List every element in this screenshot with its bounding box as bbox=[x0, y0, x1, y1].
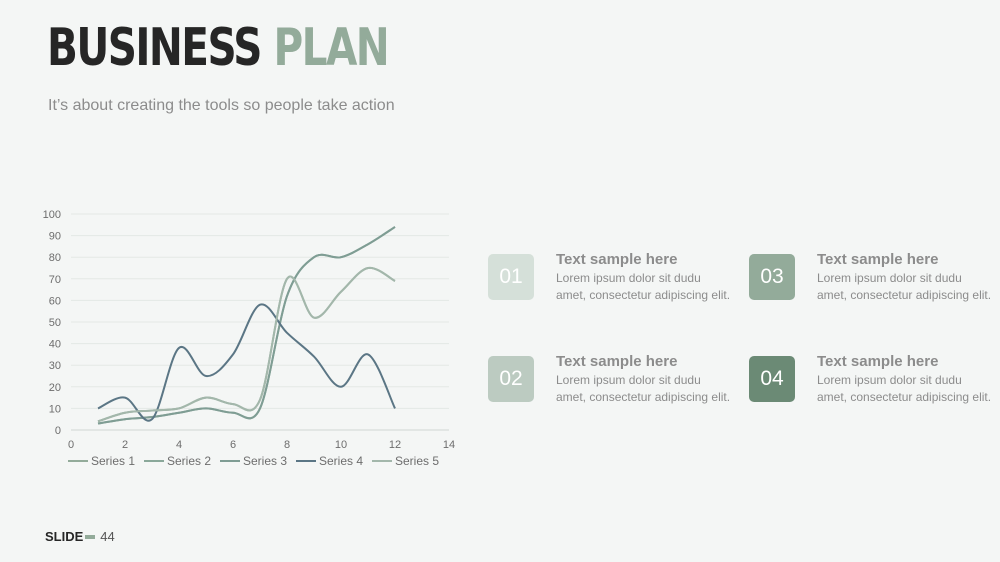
y-tick-label-0: 0 bbox=[55, 425, 61, 437]
y-tick-label-10: 10 bbox=[49, 403, 61, 415]
item-body-02: Lorem ipsum dolor sit dudu amet, consect… bbox=[556, 373, 731, 404]
badge-03: 03 bbox=[749, 254, 795, 300]
page-subtitle: It’s about creating the tools so people … bbox=[48, 97, 395, 114]
x-tick-label-4: 4 bbox=[176, 439, 182, 451]
item-title-01: Text sample here bbox=[556, 251, 678, 268]
item-body-01: Lorem ipsum dolor sit dudu amet, consect… bbox=[556, 271, 731, 302]
footer-dash bbox=[85, 534, 96, 539]
x-tick-label-0: 0 bbox=[68, 439, 74, 451]
x-tick-label-14: 14 bbox=[443, 439, 455, 451]
y-tick-label-70: 70 bbox=[49, 274, 61, 286]
y-tick-label-80: 80 bbox=[49, 252, 61, 264]
badge-04: 04 bbox=[749, 356, 795, 402]
title-word-plan: PLAN bbox=[273, 18, 389, 78]
chart-series-lines bbox=[97, 226, 396, 425]
x-tick-label-10: 10 bbox=[335, 439, 347, 451]
x-tick-label-8: 8 bbox=[284, 439, 290, 451]
chart-grid bbox=[71, 213, 449, 431]
item-body-03: Lorem ipsum dolor sit dudu amet, consect… bbox=[817, 271, 992, 302]
legend-label-3: Series 3 bbox=[243, 454, 287, 468]
legend-label-5: Series 5 bbox=[395, 454, 439, 468]
page-title: BUSINESS PLAN bbox=[47, 22, 390, 74]
title-word-business: BUSINESS bbox=[47, 18, 262, 78]
y-tick-label-100: 100 bbox=[43, 209, 61, 221]
legend-label-2: Series 2 bbox=[167, 454, 211, 468]
item-title-04: Text sample here bbox=[817, 353, 939, 370]
slide-footer: SLIDE 44 bbox=[45, 529, 115, 544]
legend-label-4: Series 4 bbox=[319, 454, 363, 468]
series-line-5 bbox=[97, 266, 396, 423]
y-tick-label-90: 90 bbox=[49, 231, 61, 243]
x-tick-label-2: 2 bbox=[122, 439, 128, 451]
series-line-4 bbox=[97, 303, 396, 422]
y-axis-ticks: 0 10 20 30 40 50 60 70 80 90 100 bbox=[43, 209, 61, 437]
badge-02: 02 bbox=[488, 356, 534, 402]
y-tick-label-60: 60 bbox=[49, 295, 61, 307]
series-line-3 bbox=[97, 226, 396, 425]
chart-legend: Series 1 Series 2 Series 3 Series 4 Series 5 bbox=[68, 454, 439, 468]
legend-label-1: Series 1 bbox=[91, 454, 135, 468]
y-tick-label-40: 40 bbox=[49, 339, 61, 351]
item-body-04: Lorem ipsum dolor sit dudu amet, consect… bbox=[817, 373, 992, 404]
line-chart: 0 10 20 30 40 50 60 70 80 90 100 0 2 4 6 8 10 12 14 Serie… bbox=[43, 209, 455, 468]
x-axis-ticks: 0 2 4 6 8 10 12 14 bbox=[68, 439, 455, 451]
y-tick-label-50: 50 bbox=[49, 317, 61, 329]
slide-number: 44 bbox=[100, 529, 115, 544]
series-line-1 bbox=[97, 266, 396, 423]
y-tick-label-20: 20 bbox=[49, 382, 61, 394]
badge-01: 01 bbox=[488, 254, 534, 300]
item-title-02: Text sample here bbox=[556, 353, 678, 370]
x-tick-label-6: 6 bbox=[230, 439, 236, 451]
slide-label: SLIDE bbox=[45, 529, 84, 544]
y-tick-label-30: 30 bbox=[49, 360, 61, 372]
x-tick-label-12: 12 bbox=[389, 439, 401, 451]
item-title-03: Text sample here bbox=[817, 251, 939, 268]
